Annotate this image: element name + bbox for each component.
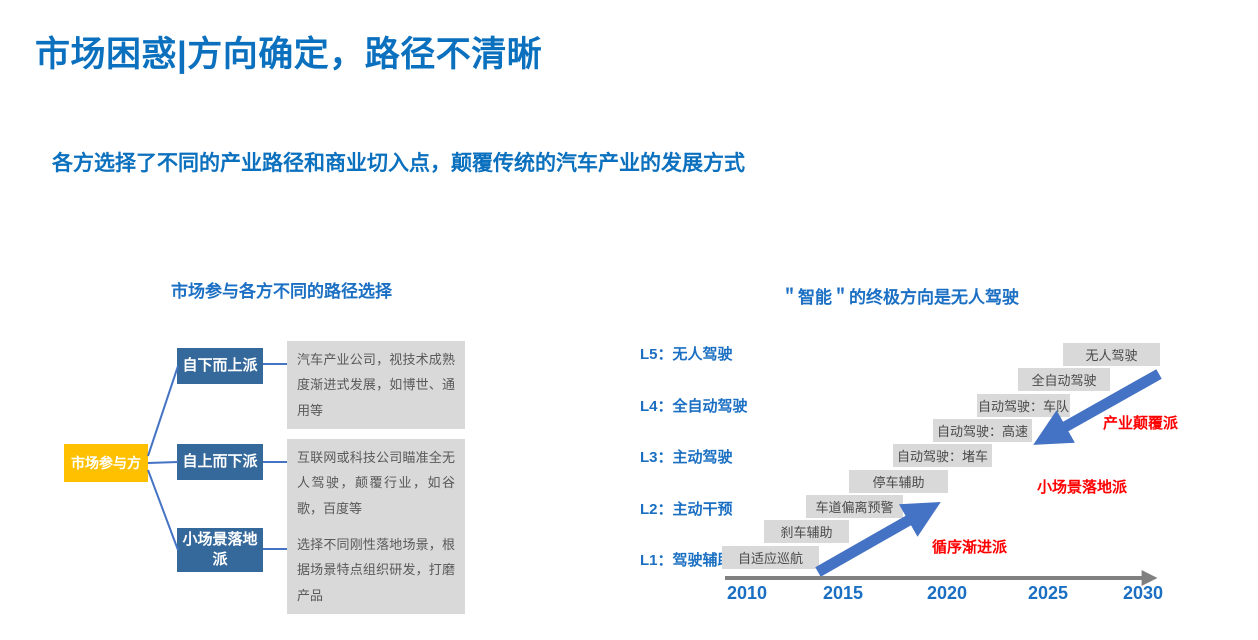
annotation-gradual-camp: 循序渐进派 (932, 539, 1008, 556)
axis-year-2015: 2015 (823, 583, 864, 603)
root-node-market-participants: 市场参与方 (64, 444, 148, 482)
page-title: 市场困惑|方向确定，路径不清晰 (35, 35, 543, 74)
branch-desc-bottom-up: 汽车产业公司，视技术成熟度渐进式发展，如博世、通用等 (287, 341, 465, 430)
page-subtitle: 各方选择了不同的产业路径和商业切入点，颠覆传统的汽车产业的发展方式 (52, 152, 745, 175)
step-box-autodrive-highway: 自动驾驶：高速 (933, 419, 1032, 442)
step-box-adaptive-cruise: 自适应巡航 (722, 546, 819, 569)
annotation-industry-disruptor: 产业颠覆派 (1103, 415, 1179, 432)
level-label-l1: L1：驾驶辅助 (640, 552, 733, 569)
step-box-autodrive-traffic-jam: 自动驾驶：堵车 (893, 444, 992, 467)
axis-year-2020: 2020 (927, 583, 968, 603)
branch-node-top-down: 自上而下派 (177, 444, 263, 480)
branch-node-small-scene: 小场景落地派 (177, 528, 263, 572)
right-chart-title: ＂智能＂的终极方向是无人驾驶 (781, 288, 1019, 307)
level-label-l5: L5：无人驾驶 (640, 346, 733, 363)
branch-desc-top-down: 互联网或科技公司瞄准全无人驾驶，颠覆行业，如谷歌，百度等 (287, 439, 465, 528)
axis-year-2010: 2010 (727, 583, 768, 603)
step-box-full-autodrive: 全自动驾驶 (1018, 368, 1110, 391)
axis-year-2030: 2030 (1123, 583, 1164, 603)
level-label-l4: L4：全自动驾驶 (640, 398, 748, 415)
step-box-parking-assist: 停车辅助 (849, 470, 948, 493)
level-label-l3: L3：主动驾驶 (640, 449, 733, 466)
step-box-autodrive-platoon: 自动驾驶：车队 (977, 394, 1070, 417)
annotation-small-scene-camp: 小场景落地派 (1037, 479, 1128, 496)
axis-year-2025: 2025 (1028, 583, 1069, 603)
step-box-lane-departure-warning: 车道偏离预警 (806, 495, 903, 518)
level-label-l2: L2：主动干预 (640, 501, 733, 518)
left-diagram-title: 市场参与各方不同的路径选择 (171, 282, 392, 301)
step-box-driverless: 无人驾驶 (1063, 343, 1160, 366)
step-box-brake-assist: 刹车辅助 (764, 520, 849, 543)
branch-node-bottom-up: 自下而上派 (177, 348, 263, 384)
branch-desc-small-scene: 选择不同刚性落地场景，根据场景特点组织研发，打磨产品 (287, 526, 465, 615)
